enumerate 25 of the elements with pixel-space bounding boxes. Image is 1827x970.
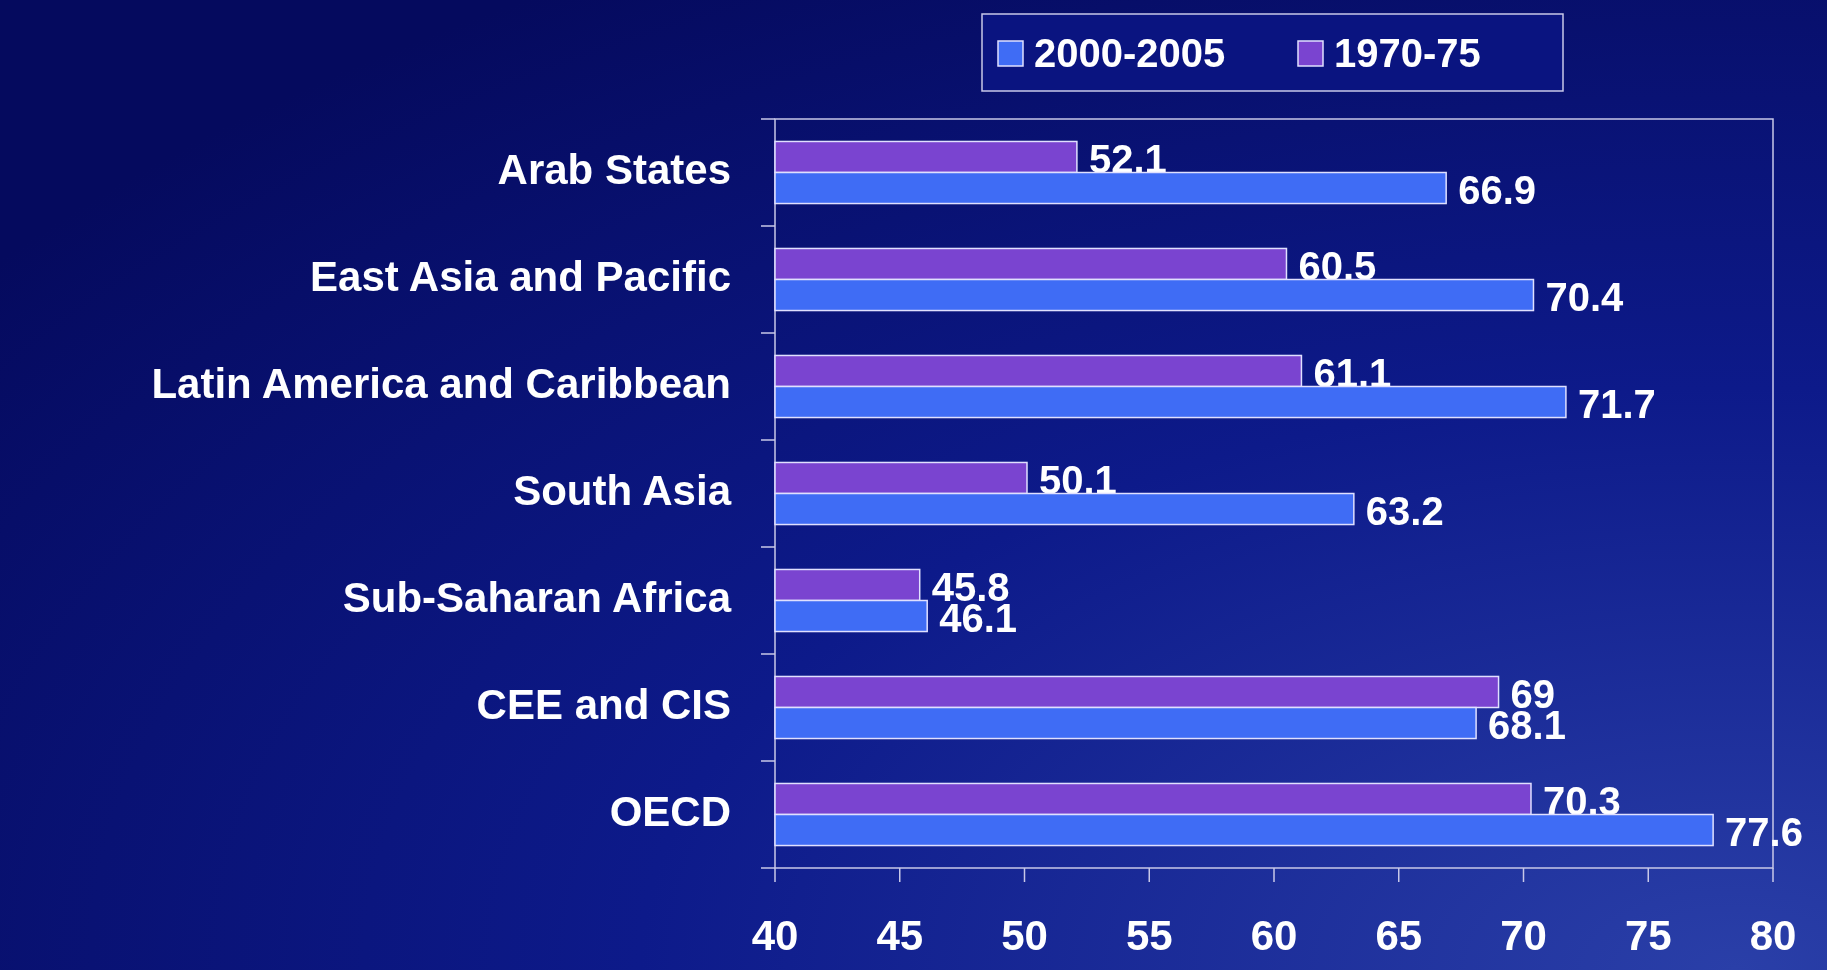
y-tick-label: East Asia and Pacific	[310, 252, 731, 300]
x-tick-label: 75	[1624, 912, 1672, 959]
legend-label: 1970-75	[1334, 31, 1481, 75]
data-label: 60.5	[1298, 243, 1377, 288]
data-label: 63.2	[1365, 489, 1444, 534]
data-label: 50.1	[1038, 457, 1117, 502]
y-tick-label: Arab States	[497, 145, 731, 193]
legend-label: 2000-2005	[1034, 31, 1226, 75]
x-tick-label: 80	[1749, 912, 1797, 959]
data-label: 70.3	[1542, 778, 1621, 823]
y-tick-label: Sub-Saharan Africa	[342, 573, 732, 621]
y-tick-label: CEE and CIS	[476, 680, 731, 728]
x-tick-label: 40	[751, 912, 799, 959]
x-tick-label: 70	[1500, 912, 1547, 959]
x-tick-label: 60	[1250, 912, 1298, 959]
x-tick-label: 50	[1001, 912, 1048, 959]
data-label: 70.4	[1545, 275, 1625, 320]
y-tick-label: OECD	[609, 787, 731, 835]
y-tick-label: Latin America and Caribbean	[151, 359, 731, 407]
x-tick-label: 45	[876, 912, 924, 959]
data-label: 71.7	[1577, 382, 1656, 427]
data-label: 66.9	[1458, 168, 1537, 213]
x-tick-label: 65	[1375, 912, 1423, 959]
x-tick-label: 55	[1125, 912, 1173, 959]
y-tick-label: South Asia	[513, 466, 732, 514]
